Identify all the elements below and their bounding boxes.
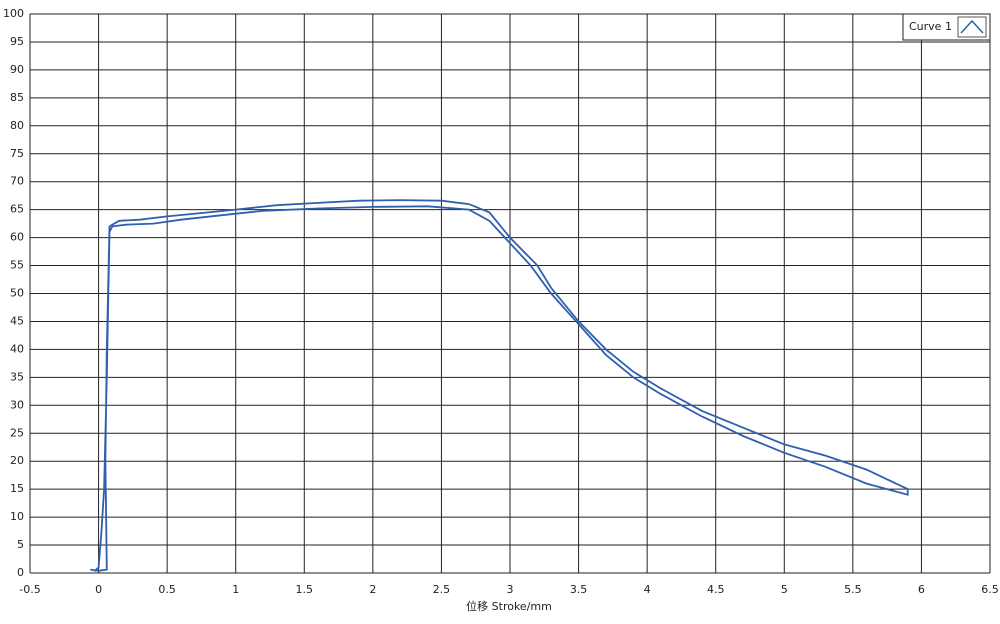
x-tick-label: 3 bbox=[507, 583, 514, 596]
y-tick-label: 0 bbox=[17, 566, 24, 579]
y-tick-label: 85 bbox=[10, 91, 24, 104]
x-tick-label: 1.5 bbox=[296, 583, 314, 596]
y-tick-label: 50 bbox=[10, 287, 24, 300]
y-tick-label: 65 bbox=[10, 203, 24, 216]
y-tick-label: 45 bbox=[10, 314, 24, 327]
x-tick-label: 1 bbox=[232, 583, 239, 596]
y-tick-label: 75 bbox=[10, 147, 24, 160]
y-tick-label: 10 bbox=[10, 510, 24, 523]
y-tick-label: 70 bbox=[10, 175, 24, 188]
x-tick-label: 4.5 bbox=[707, 583, 725, 596]
x-tick-label: 2.5 bbox=[433, 583, 451, 596]
legend-label: Curve 1 bbox=[909, 20, 952, 33]
y-tick-label: 20 bbox=[10, 454, 24, 467]
y-tick-label: 30 bbox=[10, 398, 24, 411]
y-tick-label: 15 bbox=[10, 482, 24, 495]
y-tick-label: 25 bbox=[10, 426, 24, 439]
y-tick-label: 55 bbox=[10, 259, 24, 272]
x-tick-label: 6.5 bbox=[981, 583, 999, 596]
data-line bbox=[90, 199, 909, 572]
x-tick-label: -0.5 bbox=[19, 583, 40, 596]
y-tick-label: 100 bbox=[3, 7, 24, 20]
y-tick-label: 90 bbox=[10, 63, 24, 76]
x-tick-label: 2 bbox=[369, 583, 376, 596]
legend-swatch-box bbox=[957, 16, 987, 38]
x-tick-label: 0 bbox=[95, 583, 102, 596]
y-tick-label: 5 bbox=[17, 538, 24, 551]
x-axis-label: 位移 Stroke/mm bbox=[466, 599, 552, 613]
y-tick-label: 35 bbox=[10, 370, 24, 383]
x-tick-label: 5 bbox=[781, 583, 788, 596]
legend-swatch bbox=[960, 19, 984, 34]
x-tick-label: 4 bbox=[644, 583, 651, 596]
y-tick-label: 95 bbox=[10, 35, 24, 48]
y-tick-label: 60 bbox=[10, 231, 24, 244]
x-tick-label: 5.5 bbox=[844, 583, 862, 596]
legend: Curve 1 bbox=[902, 13, 991, 41]
y-tick-label: 40 bbox=[10, 342, 24, 355]
y-tick-label: 80 bbox=[10, 119, 24, 132]
x-tick-label: 6 bbox=[918, 583, 925, 596]
x-tick-label: 3.5 bbox=[570, 583, 588, 596]
x-tick-label: 0.5 bbox=[158, 583, 176, 596]
